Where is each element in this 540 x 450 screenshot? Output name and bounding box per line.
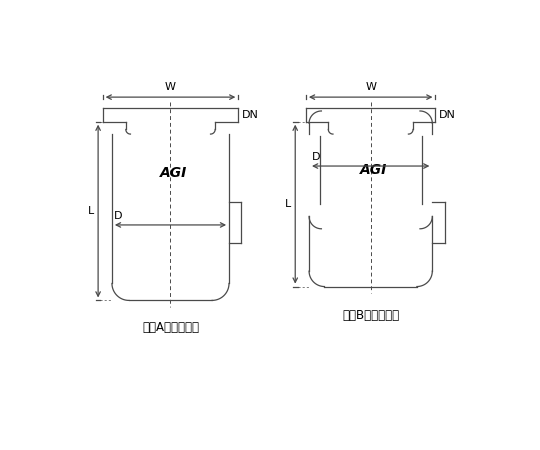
Text: 《《Aタイプ》》: 《《Aタイプ》》 [142,321,199,334]
Text: L: L [285,199,292,209]
Text: 《《Bタイプ》》: 《《Bタイプ》》 [342,309,399,322]
Text: D: D [114,211,123,221]
Text: AGI: AGI [360,162,387,176]
Text: W: W [365,82,376,92]
Text: DN: DN [439,110,456,120]
Text: L: L [88,206,94,216]
Text: AGI: AGI [160,166,187,180]
Text: DN: DN [242,110,259,120]
Text: D: D [312,152,320,162]
Text: W: W [165,82,176,92]
